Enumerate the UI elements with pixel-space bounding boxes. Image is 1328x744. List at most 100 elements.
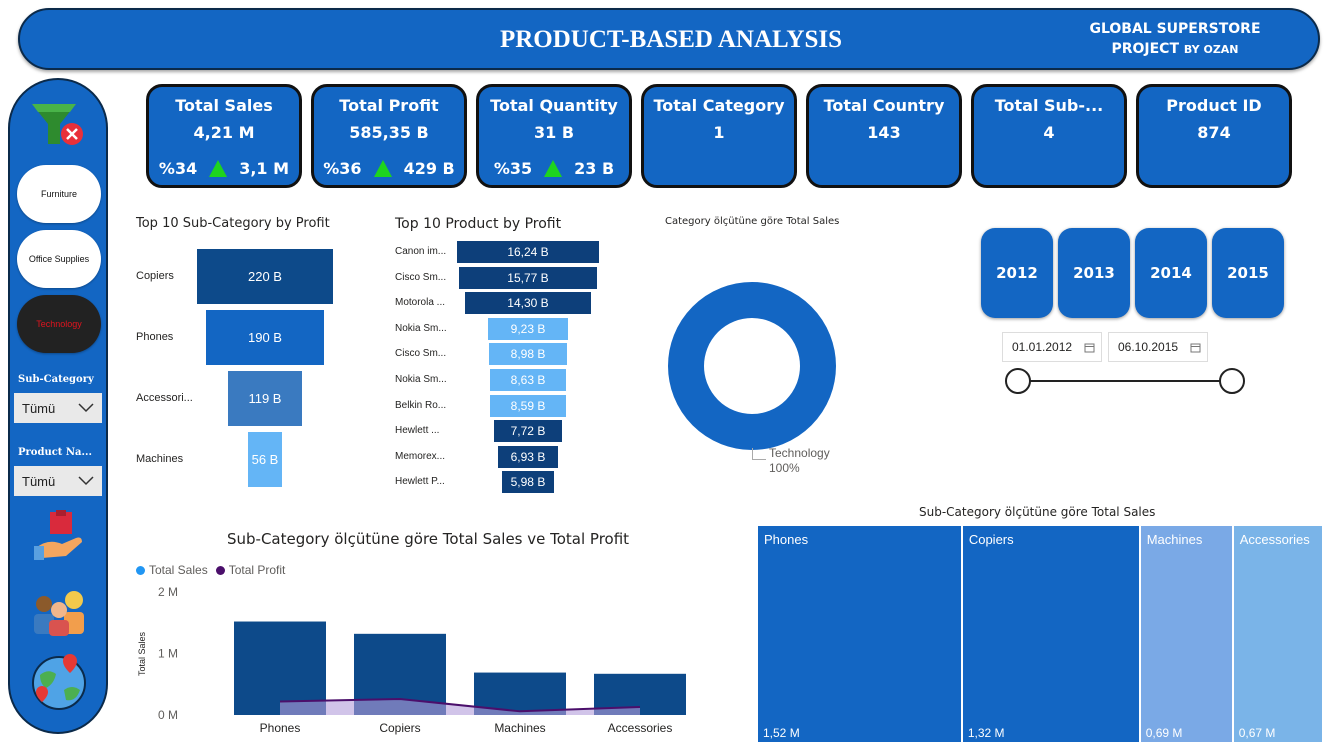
x-tick-label: Accessories (608, 721, 673, 735)
funnel-category-label: Accessori... (136, 392, 193, 404)
kpi-title: Total Category (644, 96, 794, 115)
end-date-input[interactable]: 06.10.2015 (1108, 332, 1208, 362)
subcategory-sales-treemap: Phones 1,52 M Copiers 1,32 M Machines 0,69 M A… (758, 526, 1324, 742)
y-tick-label: 0 M (158, 708, 178, 722)
globe-location-icon[interactable] (28, 650, 90, 712)
chevron-down-icon (78, 476, 94, 486)
product-funnel-bar[interactable]: 7,72 B (494, 420, 562, 442)
category-button-technology[interactable]: Technology (17, 295, 101, 353)
y-tick-label: 2 M (158, 585, 178, 599)
category-button-furniture[interactable]: Furniture (17, 165, 101, 223)
product-funnel-bar[interactable]: 8,98 B (489, 343, 568, 365)
product-filter-label: Product Na... (18, 447, 92, 458)
kpi-total-sales: Total Sales 4,21 M %34 3,1 M (146, 84, 302, 188)
kpi-value: 4,21 M (149, 123, 299, 142)
product-funnel-bar[interactable]: 8,63 B (490, 369, 565, 391)
funnel-bar[interactable]: 119 B (228, 371, 302, 426)
treemap-tile-label: Phones (764, 532, 808, 547)
year-button-2013[interactable]: 2013 (1058, 228, 1130, 318)
kpi-title: Total Country (809, 96, 959, 115)
combo-chart: 0 M 1 M 2 M Total Sales Phones Copiers Machine… (130, 582, 710, 738)
x-tick-label: Machines (494, 721, 545, 735)
category-button-office-supplies[interactable]: Office Supplies (17, 230, 101, 288)
product-label: Hewlett ... (395, 425, 439, 436)
product-label: Nokia Sm... (395, 374, 447, 385)
up-arrow-icon (374, 160, 392, 177)
year-button-2012[interactable]: 2012 (981, 228, 1053, 318)
product-dropdown-value: Tümü (22, 474, 55, 489)
kpi-value: 585,35 B (314, 123, 464, 142)
product-funnel-bar[interactable]: 5,98 B (502, 471, 554, 493)
treemap-tile-value: 0,67 M (1239, 726, 1276, 740)
kpi-value: 31 B (479, 123, 629, 142)
treemap-tile[interactable]: Phones 1,52 M (758, 526, 961, 742)
header-banner: PRODUCT-BASED ANALYSIS GLOBAL SUPERSTORE… (18, 8, 1320, 70)
kpi-value: 143 (809, 123, 959, 142)
kpi-value: 1 (644, 123, 794, 142)
combo-chart-title: Sub-Category ölçütüne göre Total Sales v… (227, 530, 629, 548)
legend-profit-dot (216, 566, 225, 575)
treemap-tile-label: Copiers (969, 532, 1014, 547)
date-slider-end-handle[interactable] (1219, 368, 1245, 394)
kpi-title: Product ID (1139, 96, 1289, 115)
product-label: Motorola ... (395, 297, 445, 308)
kpi-product-id: Product ID 874 (1136, 84, 1292, 188)
treemap-tile[interactable]: Copiers 1,32 M (963, 526, 1139, 742)
product-dropdown[interactable]: Tümü (14, 466, 102, 496)
year-button-2015[interactable]: 2015 (1212, 228, 1284, 318)
product-funnel-bar[interactable]: 9,23 B (488, 318, 569, 340)
product-label: Canon im... (395, 246, 446, 257)
funnel-bar[interactable]: 190 B (206, 310, 323, 365)
kpi-total-category: Total Category 1 (641, 84, 797, 188)
treemap-tile[interactable]: Machines 0,69 M (1141, 526, 1232, 742)
kpi-value: 4 (974, 123, 1124, 142)
x-tick-label: Phones (260, 721, 301, 735)
calendar-icon[interactable] (1084, 342, 1095, 353)
product-funnel-bar[interactable]: 14,30 B (465, 292, 590, 314)
product-label: Belkin Ro... (395, 400, 446, 411)
funnel-bar[interactable]: 220 B (197, 249, 333, 304)
up-arrow-icon (209, 160, 227, 177)
funnel-category-label: Phones (136, 331, 173, 343)
subtitle-project: PROJECT (1111, 41, 1179, 57)
product-label: Hewlett P... (395, 476, 445, 487)
product-label: Cisco Sm... (395, 348, 446, 359)
product-label: Memorex... (395, 451, 445, 462)
treemap-tile-label: Machines (1147, 532, 1203, 547)
treemap-tile[interactable]: Accessories 0,67 M (1234, 526, 1322, 742)
up-arrow-icon (544, 160, 562, 177)
product-funnel-bar[interactable]: 16,24 B (457, 241, 599, 263)
kpi-total-subcategory: Total Sub-... 4 (971, 84, 1127, 188)
customers-group-icon[interactable] (30, 584, 90, 638)
kpi-total-profit: Total Profit 585,35 B %36 429 B (311, 84, 467, 188)
legend-profit-label: Total Profit (229, 563, 286, 577)
subcategory-dropdown[interactable]: Tümü (14, 393, 102, 423)
kpi-title: Total Profit (314, 96, 464, 115)
subcategory-profit-title: Top 10 Sub-Category by Profit (136, 216, 330, 231)
kpi-percent: %35 (494, 159, 532, 178)
project-subtitle: GLOBAL SUPERSTORE PROJECT BY OZAN (1065, 19, 1285, 60)
product-funnel-bar[interactable]: 6,93 B (498, 446, 559, 468)
kpi-delta: 429 B (404, 159, 455, 178)
treemap-tile-value: 1,32 M (968, 726, 1005, 740)
year-button-2014[interactable]: 2014 (1135, 228, 1207, 318)
kpi-title: Total Quantity (479, 96, 629, 115)
kpi-delta: 3,1 M (239, 159, 289, 178)
subtitle-line1: GLOBAL SUPERSTORE (1065, 19, 1285, 39)
clear-filter-icon[interactable] (30, 100, 86, 152)
calendar-icon[interactable] (1190, 342, 1201, 353)
start-date-input[interactable]: 01.01.2012 (1002, 332, 1102, 362)
product-hand-icon[interactable] (32, 508, 88, 564)
product-funnel-bar[interactable]: 15,77 B (459, 267, 597, 289)
funnel-category-label: Copiers (136, 270, 174, 282)
donut-label-name: Technology (769, 446, 830, 461)
donut-label-pct: 100% (769, 461, 830, 476)
donut-slice-technology[interactable] (686, 300, 818, 432)
chevron-down-icon (78, 403, 94, 413)
treemap-tile-label: Accessories (1240, 532, 1310, 547)
product-funnel-bar[interactable]: 8,59 B (490, 395, 565, 417)
date-slider-start-handle[interactable] (1005, 368, 1031, 394)
date-slider-track[interactable] (1018, 380, 1232, 382)
treemap-tile-value: 0,69 M (1146, 726, 1183, 740)
funnel-bar[interactable]: 56 B (248, 432, 283, 487)
